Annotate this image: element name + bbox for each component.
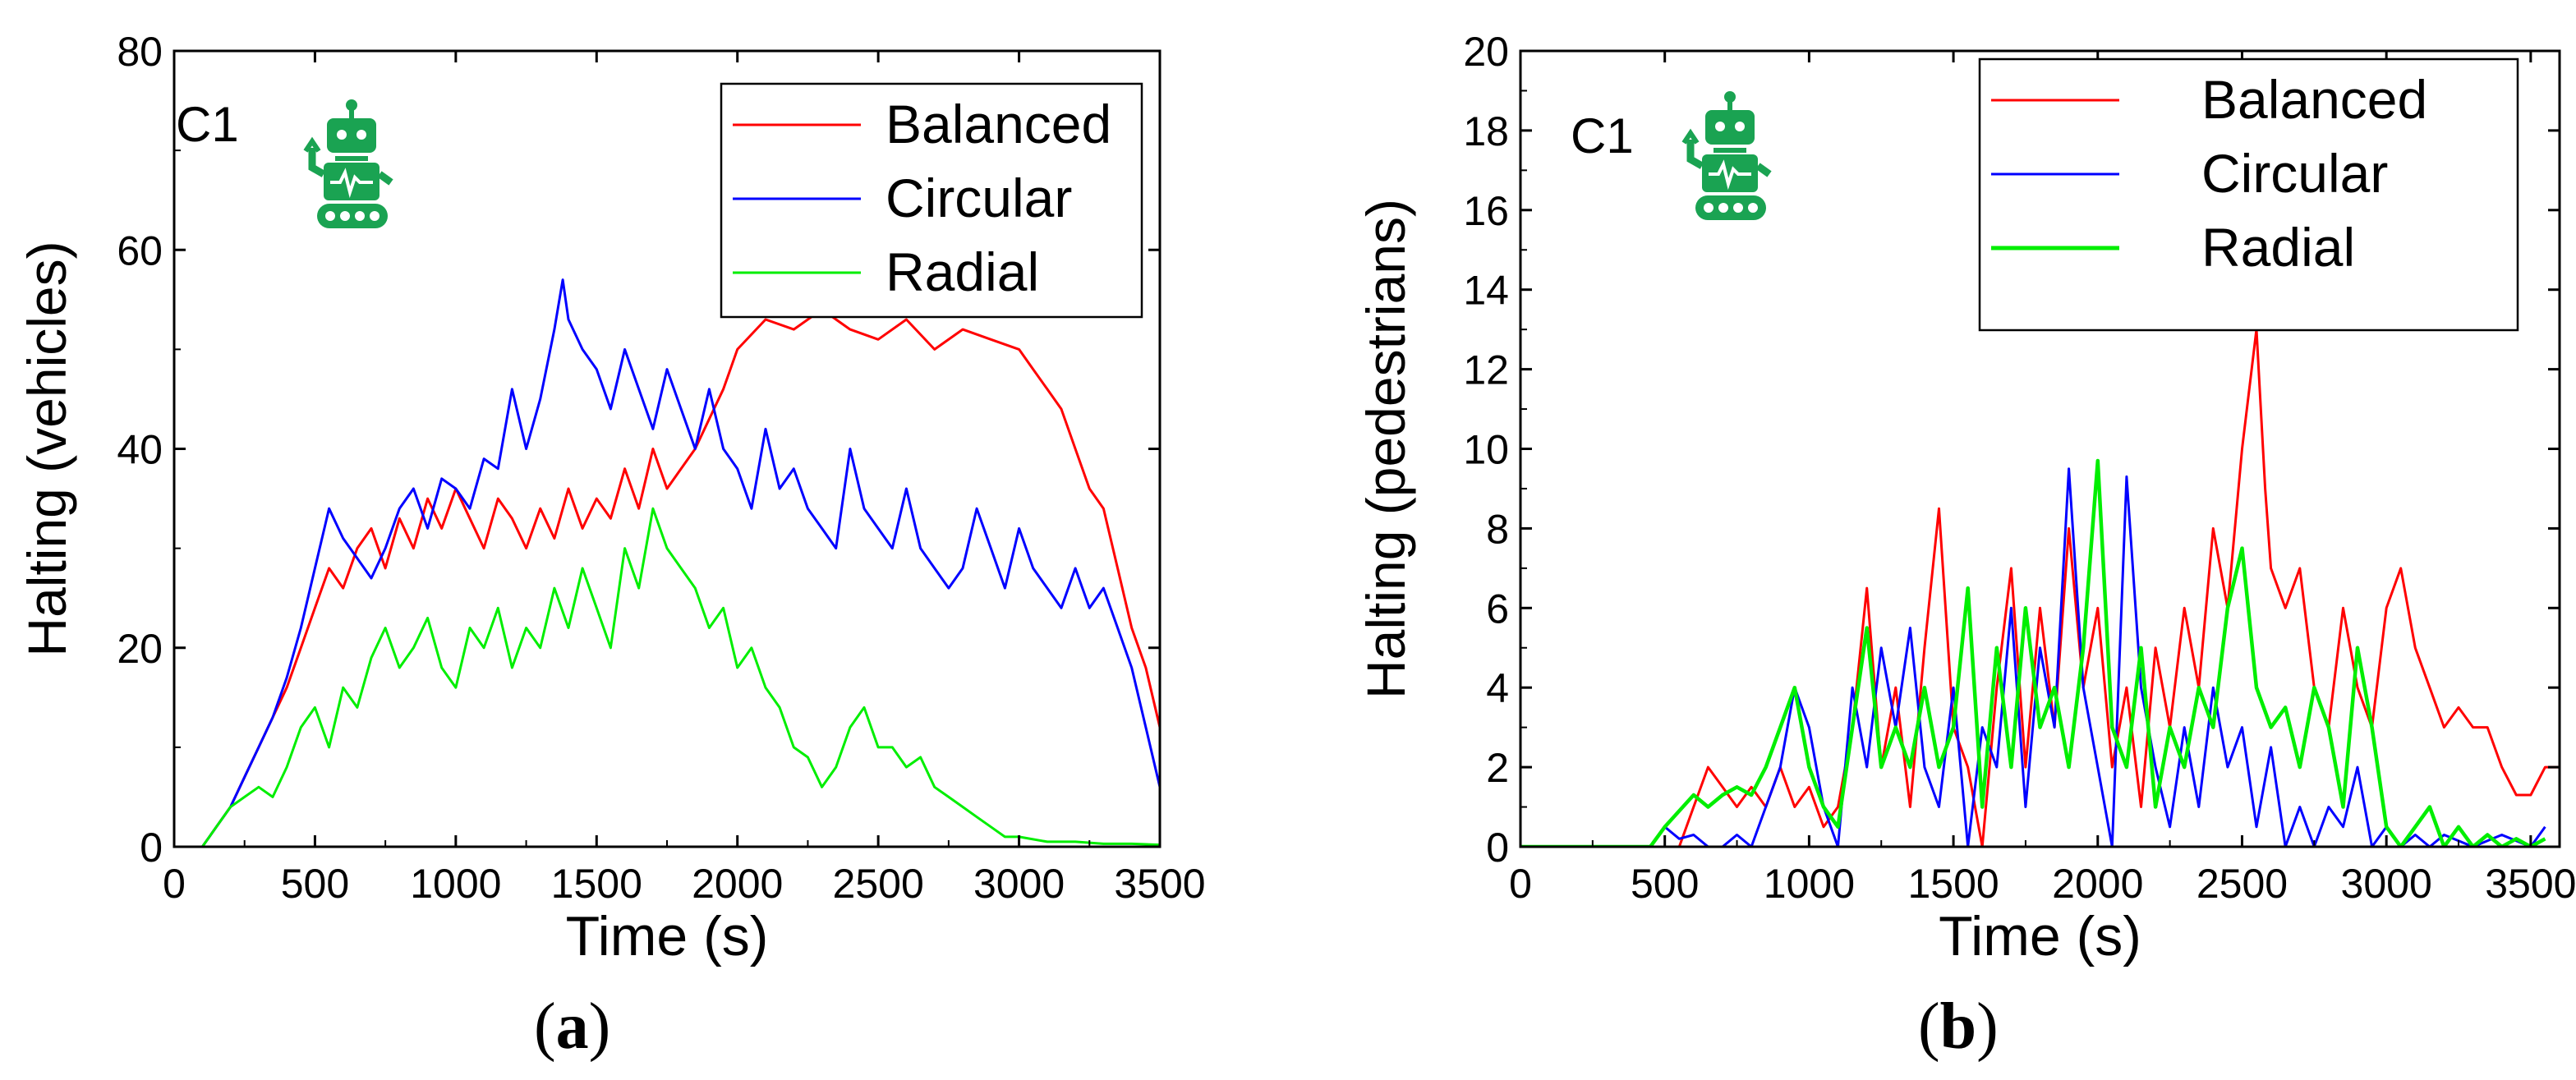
panel-a-series-circular [174,278,1160,847]
panel-a-legend-label-balanced: Balanced [886,94,1111,154]
panel-a-robot-icon [303,99,393,228]
panel-a-legend-label-circular: Circular [886,168,1072,228]
panel-a-xlabel: Time (s) [566,905,769,967]
caption-b-close: ) [1976,990,1999,1063]
panel-a-xtick-label: 1500 [551,861,642,907]
panel-b-xtick-label: 1000 [1764,861,1855,907]
panel-a-ytick-label: 60 [117,227,163,273]
panel-b-xtick-label: 500 [1631,861,1699,907]
panel-b-ytick-label: 6 [1486,586,1509,632]
panel-b-ytick-label: 4 [1486,665,1509,711]
panel-a-ytick-label: 80 [117,29,163,75]
panel-b-xlabel: Time (s) [1939,905,2141,967]
panel-b-xtick-label: 2500 [2196,861,2288,907]
panel-a-xtick-label: 1000 [410,861,501,907]
caption-a-open: ( [534,990,556,1063]
panel-a-xtick-label: 3500 [1114,861,1205,907]
panel-b-series-radial [1520,458,2546,847]
panel-b-xtick-label: 2000 [2052,861,2143,907]
panel-a-xtick-label: 3000 [973,861,1065,907]
caption-b: (b) [1918,990,1999,1064]
panel-b-series-circular [1520,467,2546,847]
panel-b-ylabel: Halting (pedestrians) [1355,199,1416,699]
panel-a-legend: Balanced Circular Radial [720,82,1143,319]
panel-b-ytick-label: 0 [1486,825,1509,871]
panel-b-xtick-label: 3500 [2485,861,2576,907]
panel-a-xtick-label: 2500 [833,861,924,907]
panel-a-series-balanced [174,308,1160,847]
panel-a-xtick-label: 500 [281,861,349,907]
panel-b-ytick-label: 16 [1463,188,1509,234]
panel-a-series-radial [174,507,1160,847]
panel-b-legend-label-balanced: Balanced [2201,69,2427,130]
panel-a-series-group [174,278,1160,847]
panel-a-panel-label: C1 [176,97,239,152]
panel-b: 0 500 1000 1500 2000 2500 3000 3500 0 2 4 6 8 10 12 14 1… [1355,29,2576,967]
caption-a: (a) [534,990,610,1064]
panel-b-ytick-label: 2 [1486,745,1509,791]
panel-b-xtick-label: 3000 [2341,861,2432,907]
panel-a-xtick-label: 0 [163,861,186,907]
caption-a-close: ) [588,990,611,1063]
panel-b-legend-label-radial: Radial [2201,217,2355,278]
panel-a-xtick-label: 2000 [692,861,783,907]
panel-b-legend-box [1978,57,2519,332]
panel-b-robot-icon [1681,91,1772,220]
caption-a-letter: a [555,990,589,1063]
panel-b-series-group [1520,328,2560,847]
panel-b-legend: Balanced Circular Radial [1978,57,2519,332]
panel-b-ytick-label: 14 [1463,268,1509,314]
caption-b-open: ( [1918,990,1940,1063]
panel-b-legend-label-circular: Circular [2201,143,2388,204]
panel-b-xtick-label: 0 [1509,861,1532,907]
panel-b-series-balanced [1520,328,2560,847]
panel-b-ytick-label: 20 [1463,29,1509,75]
panel-b-ytick-label: 8 [1486,506,1509,552]
panel-a-legend-box [720,82,1143,319]
panel-a: 0 500 1000 1500 2000 2500 3000 3500 0 20 40 60 80 Tim… [16,29,1206,967]
panel-a-ytick-label: 40 [117,427,163,473]
panel-a-ytick-label: 20 [117,626,163,672]
caption-b-letter: b [1939,990,1977,1063]
panel-b-panel-label: C1 [1571,108,1634,163]
panel-a-legend-label-radial: Radial [886,241,1039,302]
panel-b-ytick-label: 10 [1463,427,1509,473]
panel-b-ytick-label: 18 [1463,108,1509,154]
panel-b-ytick-label: 12 [1463,347,1509,393]
panel-b-xtick-label: 1500 [1907,861,1999,907]
panel-a-ylabel: Halting (vehicles) [16,241,77,656]
panel-a-ytick-label: 0 [140,825,163,871]
